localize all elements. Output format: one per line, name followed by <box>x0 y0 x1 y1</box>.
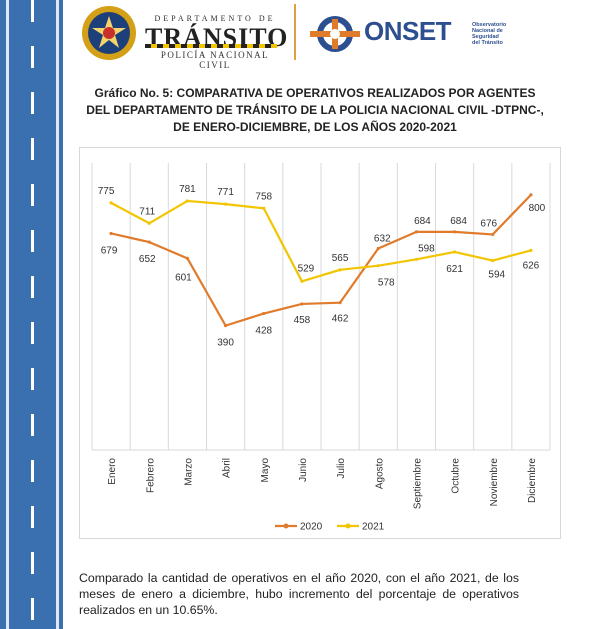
onset-sub-line: Observatorio <box>472 22 507 28</box>
x-tick-label: Enero <box>107 458 118 485</box>
dept-sub-wrap: POLICÍA NACIONAL CIVIL <box>145 50 285 70</box>
data-label: 771 <box>217 187 234 198</box>
x-tick-label: Junio <box>298 458 309 482</box>
x-tick-label: Abril <box>222 458 233 478</box>
data-label: 565 <box>332 253 349 264</box>
data-point <box>529 248 533 252</box>
x-tick-label: Octubre <box>451 458 462 494</box>
dept-big: TRÁNSITO <box>145 23 289 52</box>
chart-container: Enero Febrero Marzo Abril Mayo Junio Julio Agos… <box>79 147 561 539</box>
onset-sub-line: Nacional de <box>472 28 503 34</box>
x-tick-label: Septiembre <box>412 458 423 510</box>
data-point <box>300 302 304 306</box>
data-point <box>452 250 457 254</box>
onset-logo-icon <box>310 16 360 52</box>
data-label: 676 <box>480 218 497 229</box>
police-seal-icon <box>82 6 136 60</box>
x-tick-label: Diciembre <box>527 458 538 503</box>
data-label: 621 <box>446 264 463 275</box>
data-label: 598 <box>418 243 435 254</box>
x-tick-label: Marzo <box>183 458 194 486</box>
data-label: 711 <box>139 206 155 217</box>
data-point <box>109 201 113 205</box>
data-label: 578 <box>378 278 395 289</box>
data-label: 684 <box>450 216 467 227</box>
data-point <box>452 230 457 234</box>
onset-subtitle: Observatorio Nacional de Seguridad del T… <box>472 22 506 46</box>
dept-small: DEPARTAMENTO DE <box>154 14 276 23</box>
data-point <box>147 221 151 225</box>
data-point <box>147 240 151 244</box>
road-lane-marking <box>31 0 34 629</box>
onset-sub-line: Seguridad <box>472 34 499 40</box>
title-line-1: COMPARATIVA DE OPERATIVOS REALIZADOS POR… <box>176 86 536 100</box>
data-label: 652 <box>139 254 156 265</box>
data-point <box>529 193 533 197</box>
x-tick-label: Febrero <box>145 458 156 493</box>
data-point <box>185 256 190 260</box>
data-label: 462 <box>332 314 349 325</box>
chart-title: Gráfico No. 5: COMPARATIVA DE OPERATIVOS… <box>85 85 545 136</box>
line-chart: Enero Febrero Marzo Abril Mayo Junio Julio Agos… <box>91 163 551 533</box>
checker-strip <box>145 44 277 48</box>
title-line-2: DEL DEPARTAMENTO DE TRÁNSITO DE LA POLIC… <box>86 103 544 117</box>
data-label: 632 <box>374 233 391 244</box>
road-edge-right <box>56 0 59 629</box>
data-point <box>109 231 113 236</box>
header-divider <box>294 4 296 60</box>
data-label: 390 <box>217 338 234 349</box>
x-tick-label: Julio <box>336 458 347 479</box>
data-point <box>376 264 380 268</box>
data-point <box>262 311 266 316</box>
data-label: 428 <box>255 326 272 337</box>
data-point <box>185 199 190 203</box>
title-line-3: DE ENERO-DICIEMBRE, DE LOS AÑOS 2020-202… <box>173 120 457 134</box>
legend-label: 2021 <box>362 522 385 533</box>
data-label: 679 <box>101 245 118 256</box>
onset-sub-line: del Tránsito <box>472 40 503 46</box>
header: DEPARTAMENTO DE TRÁNSITO POLICÍA NACIONA… <box>80 4 530 70</box>
road-decoration <box>0 0 63 629</box>
data-label: 529 <box>298 263 315 274</box>
data-label: 800 <box>529 203 546 214</box>
legend-label: 2020 <box>300 522 323 533</box>
data-point <box>414 230 419 234</box>
data-point <box>300 279 304 283</box>
legend-marker <box>345 523 351 529</box>
data-point <box>338 268 342 272</box>
data-point <box>223 202 228 206</box>
data-label: 684 <box>414 216 431 227</box>
conclusion-text: Comparado la cantidad de operativos en e… <box>79 571 519 617</box>
data-label: 458 <box>294 315 311 326</box>
data-point <box>491 258 495 263</box>
legend-marker <box>283 523 289 529</box>
data-point <box>491 232 495 237</box>
x-tick-label: Agosto <box>374 458 385 490</box>
data-label: 775 <box>98 186 115 197</box>
x-tick-label: Noviembre <box>489 458 500 507</box>
x-tick-label: Mayo <box>260 458 271 483</box>
chart-number: Gráfico No. 5: <box>94 86 174 100</box>
series-line-2020 <box>110 194 532 327</box>
data-point <box>414 257 419 261</box>
series-line-2021 <box>110 199 532 283</box>
data-point <box>376 246 380 251</box>
data-label: 781 <box>179 184 196 195</box>
dept-sub: POLICÍA NACIONAL CIVIL <box>160 50 270 70</box>
data-point <box>338 301 342 305</box>
data-label: 594 <box>488 270 505 281</box>
data-point <box>262 206 266 210</box>
data-label: 626 <box>523 260 540 271</box>
road-edge-left <box>6 0 9 629</box>
data-label: 601 <box>175 272 192 283</box>
data-point <box>223 324 228 328</box>
onset-name: ONSET <box>364 16 452 46</box>
data-label: 758 <box>255 191 272 202</box>
